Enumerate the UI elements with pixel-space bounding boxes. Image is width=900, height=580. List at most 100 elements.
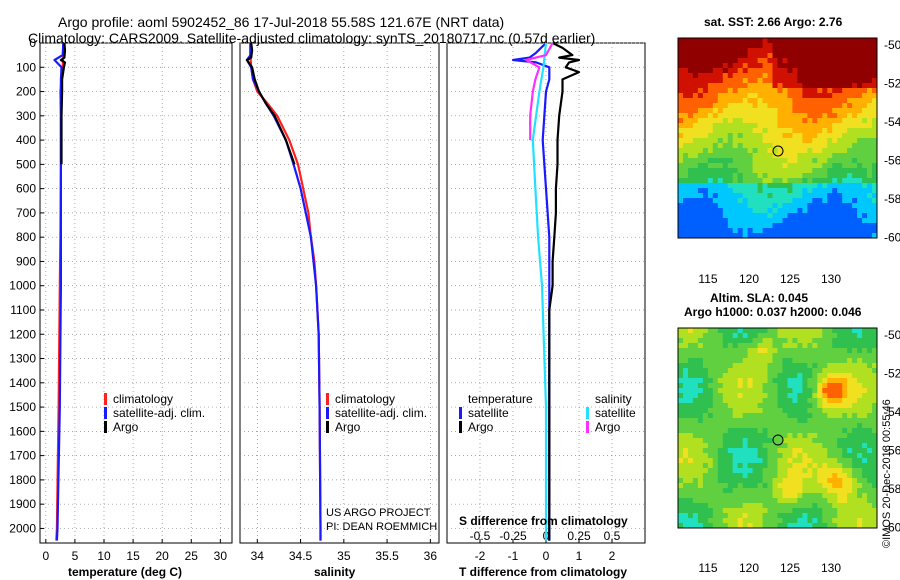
- map-cell: [757, 183, 764, 189]
- map-cell: [702, 228, 709, 234]
- map-cell: [827, 103, 833, 109]
- map-cell: [688, 228, 694, 234]
- map-cell: [697, 48, 704, 54]
- map-cell: [762, 388, 769, 394]
- map-cell: [678, 88, 684, 94]
- map-cell: [837, 353, 843, 359]
- map-cell: [802, 488, 808, 494]
- map-cell: [847, 508, 853, 514]
- map-cell: [857, 203, 863, 209]
- map-cell: [717, 78, 724, 84]
- map-cell: [797, 408, 803, 414]
- map-cell: [837, 408, 843, 414]
- map-cell: [802, 113, 808, 119]
- map-cell: [712, 348, 719, 354]
- map-cell: [802, 163, 808, 169]
- map-cell: [862, 343, 868, 349]
- map-cell: [872, 73, 878, 79]
- map-cell: [807, 108, 813, 114]
- map-cell: [767, 93, 773, 99]
- map-cell: [702, 393, 709, 399]
- map-cell: [862, 478, 868, 484]
- map-cell: [707, 433, 714, 439]
- map-cell: [688, 163, 694, 169]
- map-cell: [762, 498, 769, 504]
- map-cell: [688, 373, 694, 379]
- map-cell: [812, 493, 818, 499]
- map-cell: [737, 428, 744, 434]
- map-cell: [737, 468, 744, 474]
- map-cell: [857, 398, 863, 404]
- map-cell: [717, 448, 724, 454]
- map-cell: [678, 68, 684, 74]
- map-cell: [737, 73, 744, 79]
- map-cell: [742, 373, 749, 379]
- map-cell: [702, 328, 709, 334]
- map-cell: [772, 368, 778, 374]
- map-cell: [752, 178, 759, 184]
- map-cell: [717, 98, 724, 104]
- map-cell: [847, 133, 853, 139]
- map-cell: [832, 328, 838, 334]
- map-cell: [717, 438, 724, 444]
- map-cell: [827, 133, 833, 139]
- map-cell: [712, 338, 719, 344]
- temperature-legend: climatology satellite-adj. clim. Argo: [104, 392, 205, 434]
- map-cell: [737, 63, 744, 69]
- map-cell: [807, 363, 813, 369]
- map-cell: [812, 158, 818, 164]
- map-cell: [867, 408, 873, 414]
- map-cell: [742, 338, 749, 344]
- map-cell: [822, 403, 828, 409]
- map-cell: [827, 503, 833, 509]
- map-cell: [832, 183, 838, 189]
- map-cell: [762, 128, 769, 134]
- map-cell: [792, 353, 798, 359]
- map-cell: [772, 473, 778, 479]
- map-cell: [692, 118, 699, 124]
- map-cell: [752, 53, 759, 59]
- map-cell: [727, 173, 734, 179]
- map-cell: [857, 53, 863, 59]
- map-cell: [707, 483, 714, 489]
- map-cell: [842, 523, 848, 529]
- map-cell: [702, 483, 709, 489]
- map-cell: [737, 153, 744, 159]
- map-cell: [837, 218, 843, 224]
- map-cell: [812, 53, 818, 59]
- map-cell: [772, 478, 778, 484]
- legend-label-climatology: climatology: [335, 392, 395, 406]
- y-tick-label: 1400: [9, 376, 36, 390]
- map-cell: [757, 48, 764, 54]
- map-lat-tick: -60: [884, 231, 900, 245]
- map-cell: [792, 128, 798, 134]
- map-cell: [862, 103, 868, 109]
- map-cell: [747, 328, 754, 334]
- map-cell: [777, 328, 783, 334]
- map-cell: [822, 98, 828, 104]
- map-cell: [862, 363, 868, 369]
- map-cell: [872, 123, 878, 129]
- map-cell: [817, 138, 823, 144]
- map-cell: [857, 368, 863, 374]
- map-cell: [787, 198, 793, 204]
- map-cell: [692, 423, 699, 429]
- map-cell: [797, 328, 803, 334]
- map-cell: [742, 423, 749, 429]
- map-cell: [697, 483, 704, 489]
- map-cell: [747, 458, 754, 464]
- map-cell: [752, 443, 759, 449]
- map-cell: [802, 98, 808, 104]
- map-cell: [702, 128, 709, 134]
- map-cell: [842, 93, 848, 99]
- map-cell: [772, 448, 778, 454]
- map-cell: [772, 493, 778, 499]
- map-cell: [857, 183, 863, 189]
- map-cell: [752, 423, 759, 429]
- map-cell: [837, 83, 843, 89]
- map-cell: [752, 43, 759, 49]
- map-cell: [772, 168, 778, 174]
- map-cell: [737, 138, 744, 144]
- map-cell: [742, 378, 749, 384]
- map-cell: [797, 63, 803, 69]
